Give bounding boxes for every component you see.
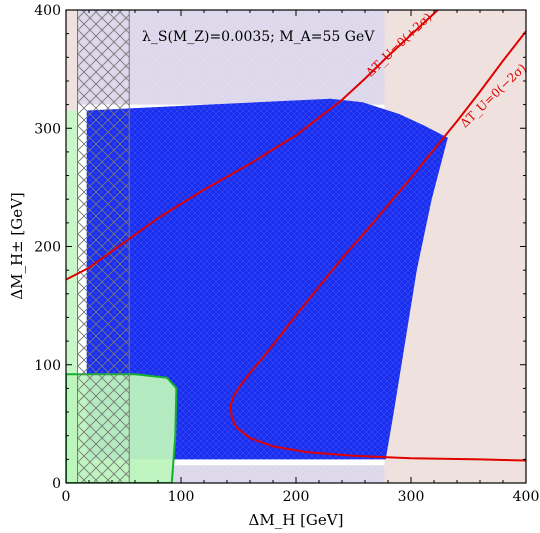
y-tick-label: 0	[52, 476, 61, 492]
x-axis-label: ΔM_H [GeV]	[249, 511, 344, 529]
y-axis-label: ΔM_H± [GeV]	[8, 192, 26, 300]
x-tick-label: 200	[283, 489, 310, 505]
y-tick-label: 400	[34, 3, 61, 19]
x-tick-label: 0	[62, 489, 71, 505]
y-tick-label: 100	[34, 358, 61, 374]
y-tick-label: 200	[34, 240, 61, 256]
parameter-annotation: λ_S(M_Z)=0.0035; M_A=55 GeV	[142, 29, 375, 45]
x-tick-label: 100	[168, 489, 195, 505]
excluded-regions	[66, 10, 526, 483]
blue-allowed-region	[86, 98, 448, 460]
top-left-strip-region	[66, 10, 78, 111]
left-green-strip-region	[66, 110, 78, 483]
x-tick-label: 300	[398, 489, 425, 505]
axis-ticks: 0 100 200 300 400 0 100 200 300 400	[34, 3, 539, 505]
delta-t-plus-2sigma-curve	[66, 10, 440, 281]
y-tick-label: 300	[34, 121, 61, 137]
delta-t-minus-2sigma-curve	[229, 30, 526, 462]
hatched-region	[77, 10, 130, 483]
x-tick-label: 400	[513, 489, 540, 505]
